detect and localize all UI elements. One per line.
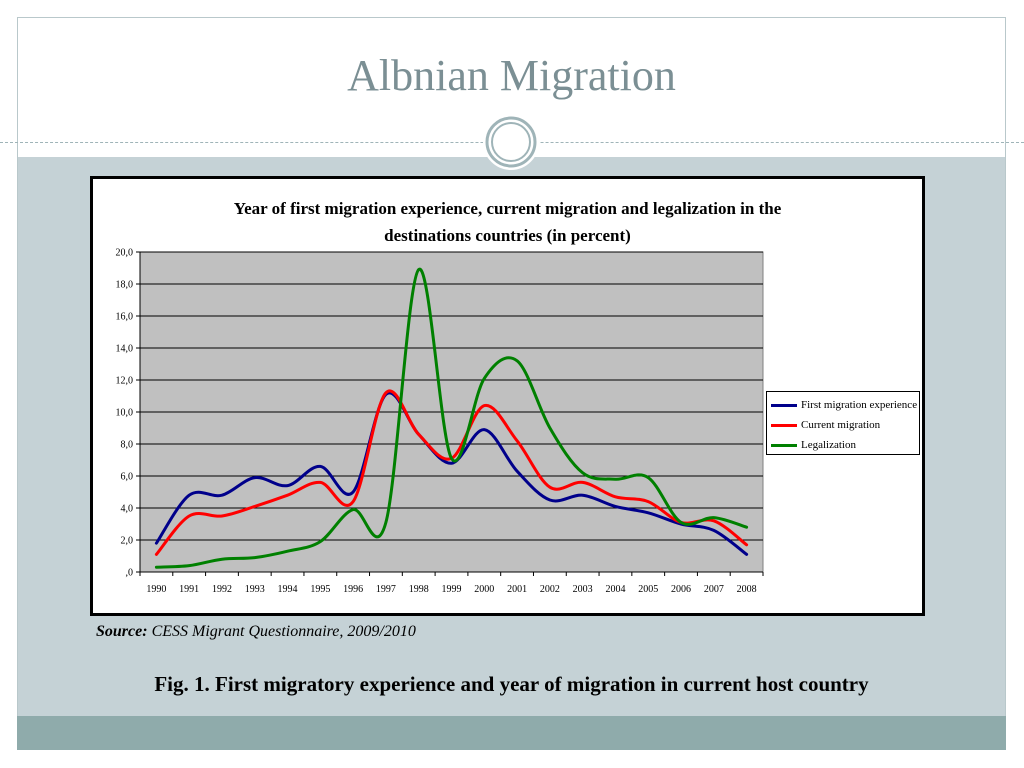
series-line-current-migration bbox=[154, 389, 749, 556]
y-tick-label: 16,0 bbox=[116, 312, 134, 323]
y-tick-label: 20,0 bbox=[116, 248, 134, 259]
x-tick-label: 1996 bbox=[343, 584, 363, 595]
source-note: Source: CESS Migrant Questionnaire, 2009… bbox=[96, 623, 416, 641]
y-tick-label: 8,0 bbox=[121, 440, 134, 451]
series-line-first-migration bbox=[154, 391, 749, 556]
source-text: CESS Migrant Questionnaire, 2009/2010 bbox=[151, 623, 416, 640]
x-tick-label: 1998 bbox=[409, 584, 429, 595]
y-tick-label: 18,0 bbox=[116, 280, 134, 291]
x-tick-label: 2005 bbox=[638, 584, 658, 595]
x-tick-label: 2002 bbox=[540, 584, 560, 595]
x-tick-label: 1990 bbox=[146, 584, 166, 595]
y-tick-label: 14,0 bbox=[116, 344, 134, 355]
y-tick-label: 4,0 bbox=[121, 504, 134, 515]
legend-item-first: First migration experience bbox=[771, 397, 917, 413]
slide-title: Albnian Migration bbox=[347, 51, 676, 100]
legend-swatch-legalization bbox=[771, 443, 797, 447]
legend-swatch-current bbox=[771, 423, 797, 427]
x-tick-label: 2000 bbox=[474, 584, 494, 595]
y-tick-label: ,0 bbox=[126, 568, 134, 579]
legend-label-current: Current migration bbox=[801, 419, 881, 431]
x-tick-label: 2008 bbox=[737, 584, 757, 595]
footer-band bbox=[17, 716, 1006, 750]
chart-legend: First migration experience Current migra… bbox=[766, 391, 920, 455]
x-tick-label: 1994 bbox=[278, 584, 298, 595]
source-label: Source: bbox=[96, 623, 148, 640]
y-tick-label: 6,0 bbox=[121, 472, 134, 483]
chart-title-line-2: destinations countries (in percent) bbox=[384, 226, 631, 245]
x-tick-label: 1993 bbox=[245, 584, 265, 595]
legend-label-legalization: Legalization bbox=[801, 439, 856, 451]
chart-container: Year of first migration experience, curr… bbox=[90, 176, 925, 616]
x-tick-label: 1995 bbox=[310, 584, 330, 595]
x-tick-label: 1991 bbox=[179, 584, 199, 595]
legend-swatch-first bbox=[771, 403, 797, 407]
x-tick-label: 2006 bbox=[671, 584, 691, 595]
x-tick-label: 1992 bbox=[212, 584, 232, 595]
legend-item-current: Current migration bbox=[771, 417, 880, 433]
x-tick-label: 2007 bbox=[704, 584, 724, 595]
legend-item-legalization: Legalization bbox=[771, 437, 856, 453]
x-tick-label: 2003 bbox=[573, 584, 593, 595]
y-tick-label: 10,0 bbox=[116, 408, 134, 419]
y-tick-label: 12,0 bbox=[116, 376, 134, 387]
x-tick-label: 2001 bbox=[507, 584, 527, 595]
line-chart: ,0 2,0 4,0 6,0 8,0 10,0 12,0 14,0 16,0 18,0 20,0 19… bbox=[116, 248, 764, 595]
series-line-legalization bbox=[154, 268, 749, 569]
circle-ornament-icon bbox=[483, 114, 539, 170]
x-tick-label: 2004 bbox=[605, 584, 625, 595]
figure-caption: Fig. 1. First migratory experience and y… bbox=[154, 672, 869, 696]
y-tick-label: 2,0 bbox=[121, 536, 134, 547]
chart-title-line-1: Year of first migration experience, curr… bbox=[233, 199, 782, 218]
legend-label-first: First migration experience bbox=[801, 399, 918, 411]
x-tick-label: 1999 bbox=[442, 584, 462, 595]
x-tick-label: 1997 bbox=[376, 584, 396, 595]
